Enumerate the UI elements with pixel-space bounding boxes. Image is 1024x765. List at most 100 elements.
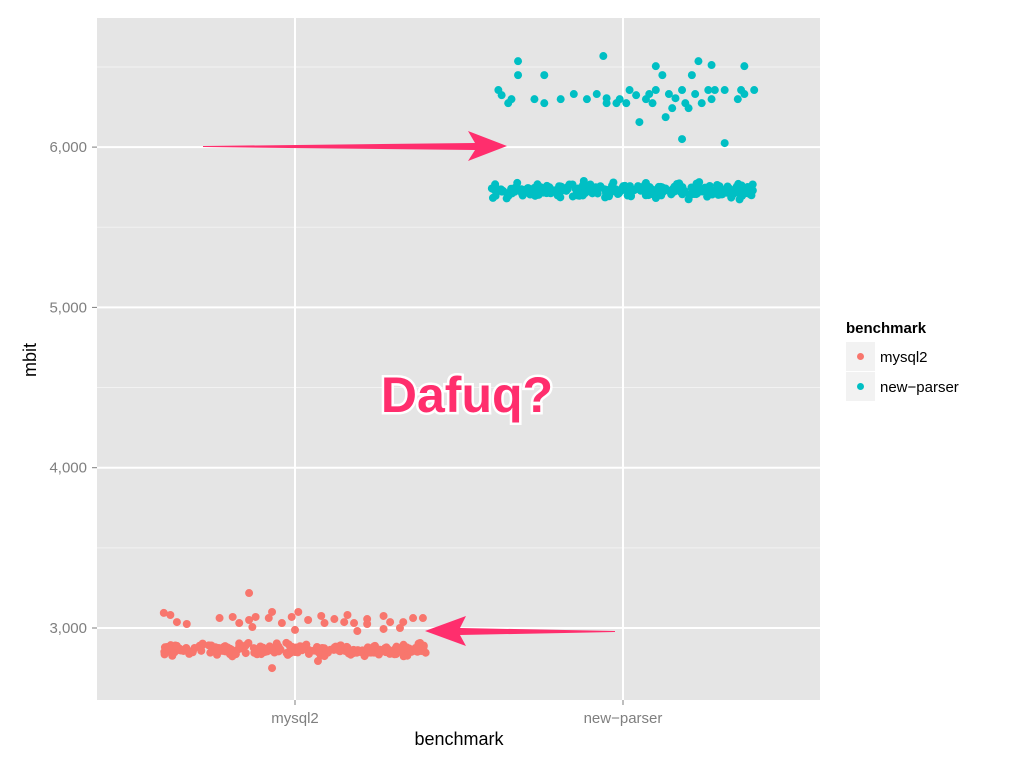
point-mysql2 xyxy=(291,625,299,634)
point-new-parser xyxy=(668,104,677,113)
point-mysql2 xyxy=(313,657,322,666)
point-mysql2 xyxy=(231,650,240,659)
y-tick-label: 3,000 xyxy=(49,620,87,637)
point-new-parser xyxy=(540,71,549,80)
legend-label-new-parser: new−parser xyxy=(880,379,959,396)
point-mysql2 xyxy=(206,648,215,657)
point-new-parser xyxy=(530,95,539,104)
point-new-parser xyxy=(573,191,582,200)
point-mysql2 xyxy=(166,611,175,620)
point-mysql2 xyxy=(172,618,181,627)
point-new-parser xyxy=(545,183,554,192)
point-new-parser xyxy=(514,71,523,80)
point-new-parser xyxy=(704,86,713,95)
point-mysql2 xyxy=(379,624,388,633)
point-new-parser xyxy=(553,191,562,200)
x-tick-label: mysql2 xyxy=(271,710,319,727)
legend-key-dot-new-parser xyxy=(857,383,864,390)
points xyxy=(159,52,759,673)
point-mysql2 xyxy=(353,627,362,636)
y-axis-title: mbit xyxy=(20,343,40,377)
point-new-parser xyxy=(748,180,757,189)
y-axis: 3,000 4,000 5,000 6,000 xyxy=(49,139,97,637)
point-new-parser xyxy=(602,99,611,108)
x-tick-label: new−parser xyxy=(584,710,663,727)
point-new-parser xyxy=(671,94,680,103)
annotation-text: Dafuq? xyxy=(381,367,553,423)
point-new-parser xyxy=(539,188,548,197)
point-mysql2 xyxy=(317,611,326,620)
point-new-parser xyxy=(615,95,624,104)
point-new-parser xyxy=(635,118,644,127)
point-mysql2 xyxy=(411,644,420,653)
point-new-parser xyxy=(684,104,693,113)
point-new-parser xyxy=(737,181,746,190)
point-mysql2 xyxy=(385,646,394,655)
point-new-parser xyxy=(670,182,679,191)
point-mysql2 xyxy=(164,643,173,652)
legend: benchmark mysql2 new−parser xyxy=(846,320,959,401)
point-mysql2 xyxy=(346,650,355,659)
point-new-parser xyxy=(694,184,703,193)
point-new-parser xyxy=(590,187,599,196)
point-new-parser xyxy=(558,186,567,195)
point-new-parser xyxy=(647,189,656,198)
legend-label-mysql2: mysql2 xyxy=(880,349,928,366)
point-new-parser xyxy=(488,193,497,202)
point-new-parser xyxy=(740,62,749,71)
point-new-parser xyxy=(661,113,670,122)
annotation-arrow-right xyxy=(203,131,507,161)
point-mysql2 xyxy=(418,614,427,623)
point-new-parser xyxy=(497,186,506,195)
point-mysql2 xyxy=(185,647,194,656)
point-new-parser xyxy=(510,187,519,196)
point-mysql2 xyxy=(298,646,307,655)
point-mysql2 xyxy=(314,648,323,657)
point-new-parser xyxy=(540,99,549,108)
point-new-parser xyxy=(592,90,601,99)
point-mysql2 xyxy=(235,642,244,651)
legend-key-dot-mysql2 xyxy=(857,353,864,360)
point-mysql2 xyxy=(256,647,265,656)
point-new-parser xyxy=(687,71,696,80)
point-new-parser xyxy=(656,182,665,191)
point-new-parser xyxy=(720,86,729,95)
point-mysql2 xyxy=(196,642,205,651)
point-mysql2 xyxy=(213,647,222,656)
point-mysql2 xyxy=(340,618,349,627)
point-new-parser xyxy=(622,99,631,108)
plot-panel xyxy=(97,18,820,700)
point-new-parser xyxy=(694,57,703,66)
point-mysql2 xyxy=(350,619,359,628)
point-new-parser xyxy=(710,86,719,95)
point-new-parser xyxy=(695,178,704,187)
point-new-parser xyxy=(658,71,667,80)
point-mysql2 xyxy=(320,652,329,661)
point-new-parser xyxy=(687,189,696,198)
x-axis: mysql2 new−parser xyxy=(271,700,662,727)
point-mysql2 xyxy=(248,623,257,632)
point-new-parser xyxy=(599,52,608,61)
point-mysql2 xyxy=(399,618,408,627)
point-new-parser xyxy=(611,185,620,194)
point-mysql2 xyxy=(172,641,181,650)
point-new-parser xyxy=(703,189,712,198)
point-mysql2 xyxy=(251,612,260,621)
point-mysql2 xyxy=(245,589,254,598)
point-mysql2 xyxy=(245,615,254,624)
point-new-parser xyxy=(727,188,736,197)
point-new-parser xyxy=(634,185,643,194)
point-mysql2 xyxy=(366,648,375,657)
point-new-parser xyxy=(707,95,716,104)
point-new-parser xyxy=(640,180,649,189)
point-new-parser xyxy=(507,95,516,104)
point-mysql2 xyxy=(235,619,244,628)
point-new-parser xyxy=(750,86,759,95)
point-new-parser xyxy=(514,57,523,66)
y-tick-label: 6,000 xyxy=(49,139,87,156)
point-new-parser xyxy=(733,95,742,104)
point-mysql2 xyxy=(343,643,352,652)
point-mysql2 xyxy=(343,611,352,620)
point-mysql2 xyxy=(320,619,329,628)
